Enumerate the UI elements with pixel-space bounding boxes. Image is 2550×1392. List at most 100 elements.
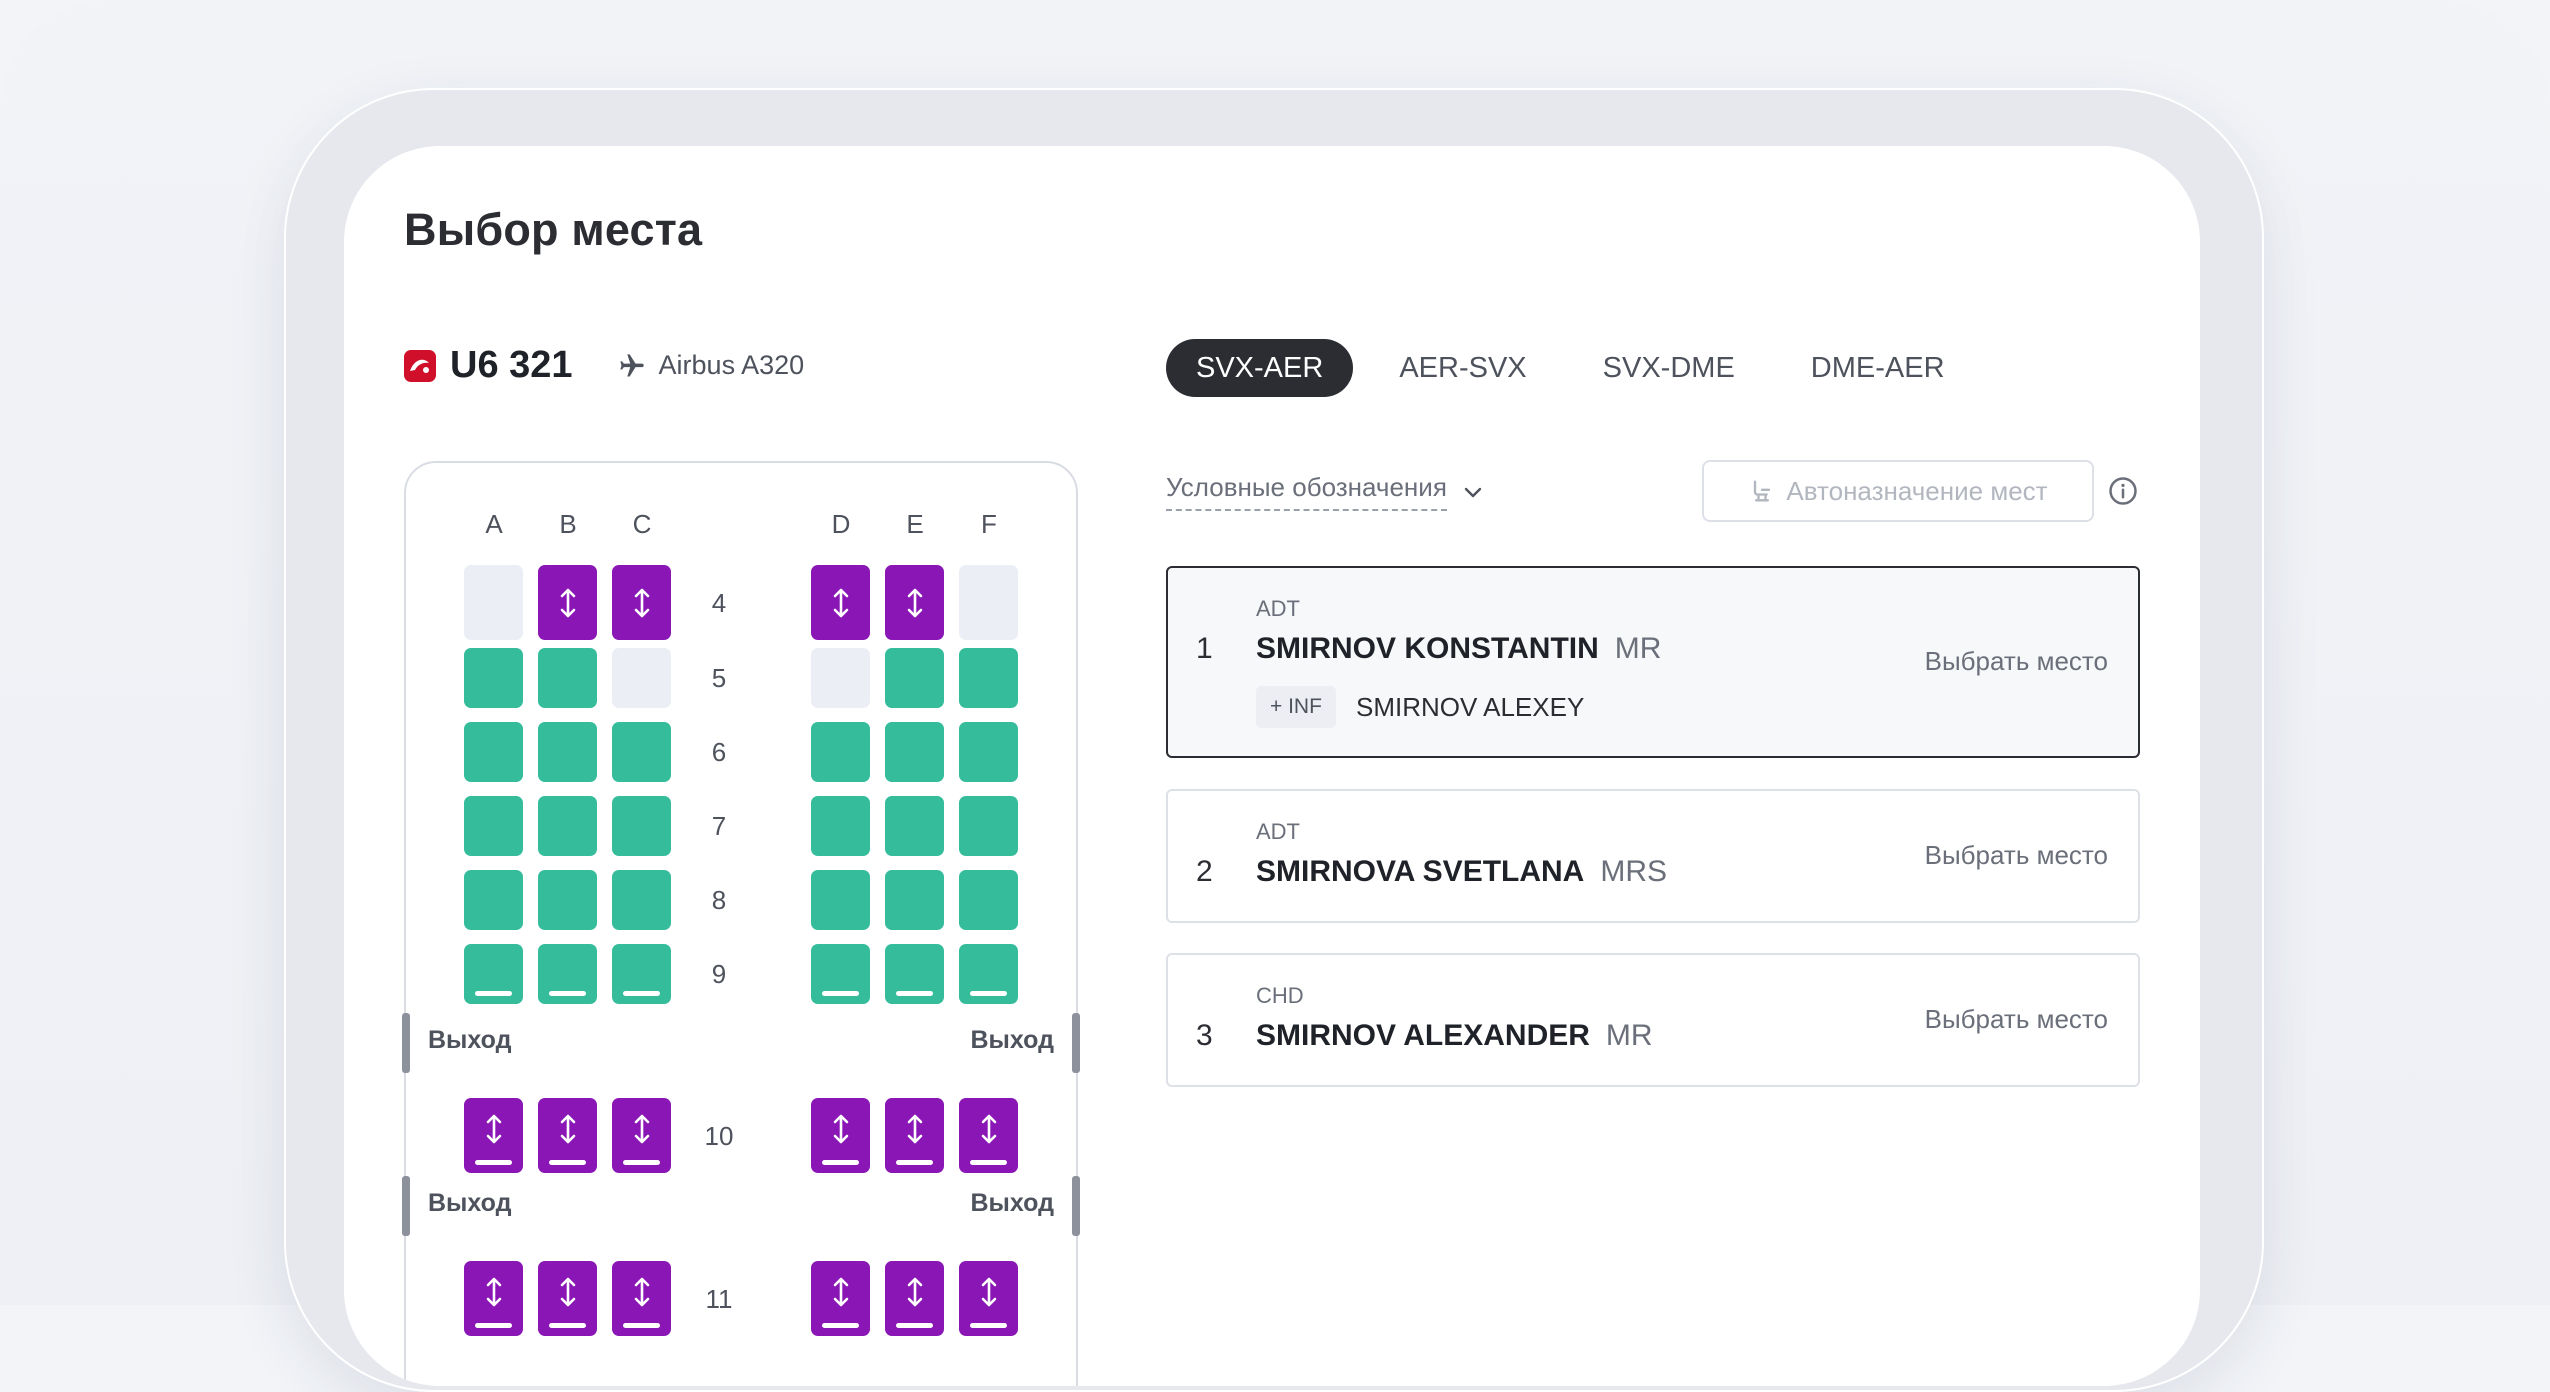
seat-8f[interactable] xyxy=(959,870,1018,930)
seat-10a[interactable] xyxy=(464,1098,523,1173)
seat-4b[interactable] xyxy=(538,565,597,640)
exit-row-marker xyxy=(822,1323,859,1328)
seat-6e[interactable] xyxy=(885,722,944,782)
s7-airline-logo xyxy=(404,349,436,382)
seat-9d[interactable] xyxy=(811,944,870,1004)
seat-6a[interactable] xyxy=(464,722,523,782)
choose-seat-link[interactable]: Выбрать место xyxy=(1924,1004,2108,1034)
extra-legroom-icon xyxy=(833,1277,848,1306)
exit-marker-right xyxy=(1072,1176,1080,1236)
flight-number: U6 321 xyxy=(450,344,573,386)
exit-row-marker xyxy=(475,991,512,996)
seat-10f[interactable] xyxy=(959,1098,1018,1173)
passenger-name-text: SMIRNOV KONSTANTIN xyxy=(1256,632,1599,665)
route-tabs: SVX-AER AER-SVX SVX-DME DME-AER xyxy=(1166,339,1991,397)
seat-10c[interactable] xyxy=(612,1098,671,1173)
row-number: 8 xyxy=(711,885,727,915)
seat-10e[interactable] xyxy=(885,1098,944,1173)
exit-row-marker xyxy=(822,991,859,996)
seat-8c[interactable] xyxy=(612,870,671,930)
passenger-card[interactable]: 3 CHD SMIRNOV ALEXANDER MR Выбрать место xyxy=(1166,953,2140,1087)
seat-selection-screen: Выбор места U6 321 Airbus A320 SVX-AER A… xyxy=(344,146,2200,1386)
seat-6d[interactable] xyxy=(811,722,870,782)
legend-toggle[interactable]: Условные обозначения xyxy=(1166,472,1485,511)
seat-7e[interactable] xyxy=(885,796,944,856)
seat-11c[interactable] xyxy=(612,1261,671,1336)
seat-7a[interactable] xyxy=(464,796,523,856)
exit-row-marker xyxy=(549,991,586,996)
seat-8d[interactable] xyxy=(811,870,870,930)
column-letter-e: E xyxy=(906,509,924,539)
tab-dme-aer[interactable]: DME-AER xyxy=(1810,351,1945,384)
seat-10b[interactable] xyxy=(538,1098,597,1173)
seat-4c[interactable] xyxy=(612,565,671,640)
info-icon[interactable] xyxy=(2108,476,2138,506)
exit-row-marker xyxy=(549,1323,586,1328)
exit-row-marker xyxy=(623,991,660,996)
seat-9e[interactable] xyxy=(885,944,944,1004)
auto-assign-button[interactable]: Автоназначение мест xyxy=(1702,460,2094,522)
seat-7c[interactable] xyxy=(612,796,671,856)
page-title: Выбор места xyxy=(404,204,703,255)
column-letter-c: C xyxy=(632,509,652,539)
seat-4f xyxy=(959,565,1018,640)
passenger-card[interactable]: 2 ADT SMIRNOVA SVETLANA MRS Выбрать место xyxy=(1166,789,2140,923)
extra-legroom-icon xyxy=(486,1277,501,1306)
plane-icon xyxy=(617,351,647,381)
passenger-title: MR xyxy=(1605,1019,1653,1052)
seat-11b[interactable] xyxy=(538,1261,597,1336)
seat-9b[interactable] xyxy=(538,944,597,1004)
extra-legroom-icon xyxy=(907,1114,922,1143)
auto-assign-label: Автоназначение мест xyxy=(1786,475,2048,506)
column-letter-b: B xyxy=(559,509,577,539)
seat-6b[interactable] xyxy=(538,722,597,782)
legend-label: Условные обозначения xyxy=(1166,472,1447,511)
seat-11a[interactable] xyxy=(464,1261,523,1336)
row-number: 6 xyxy=(711,737,727,767)
tab-svx-aer[interactable]: SVX-AER xyxy=(1166,339,1354,397)
extra-legroom-icon xyxy=(560,588,575,617)
seat-9a[interactable] xyxy=(464,944,523,1004)
choose-seat-link[interactable]: Выбрать место xyxy=(1924,840,2108,870)
seat-5e[interactable] xyxy=(885,648,944,708)
passenger-title: MRS xyxy=(1600,855,1668,888)
seat-4e[interactable] xyxy=(885,565,944,640)
seat-11d[interactable] xyxy=(811,1261,870,1336)
exit-row-marker xyxy=(623,1323,660,1328)
extra-legroom-icon xyxy=(833,1114,848,1143)
infant-badge: + INF xyxy=(1256,686,1336,728)
seat-9f[interactable] xyxy=(959,944,1018,1004)
seat-4a xyxy=(464,565,523,640)
exit-row-marker xyxy=(896,1323,933,1328)
seat-5f[interactable] xyxy=(959,648,1018,708)
seat-7d[interactable] xyxy=(811,796,870,856)
seat-9c[interactable] xyxy=(612,944,671,1004)
tab-aer-svx[interactable]: AER-SVX xyxy=(1399,351,1527,384)
seat-6f[interactable] xyxy=(959,722,1018,782)
row-number: 11 xyxy=(705,1283,733,1314)
seat-8e[interactable] xyxy=(885,870,944,930)
exit-row-marker xyxy=(896,991,933,996)
exit-row-marker xyxy=(549,1160,586,1165)
seat-7b[interactable] xyxy=(538,796,597,856)
passenger-name: SMIRNOV KONSTANTIN MR xyxy=(1256,632,1661,666)
exit-row-marker xyxy=(970,1160,1007,1165)
seat-10d[interactable] xyxy=(811,1098,870,1173)
tab-svx-dme[interactable]: SVX-DME xyxy=(1602,351,1735,384)
column-letter-f: F xyxy=(981,509,997,539)
seat-11f[interactable] xyxy=(959,1261,1018,1336)
seat-7f[interactable] xyxy=(959,796,1018,856)
seat-6c[interactable] xyxy=(612,722,671,782)
aircraft-type: Airbus A320 xyxy=(658,350,805,380)
seat-5b[interactable] xyxy=(538,648,597,708)
seat-8b[interactable] xyxy=(538,870,597,930)
extra-legroom-icon xyxy=(833,588,848,617)
choose-seat-link[interactable]: Выбрать место xyxy=(1924,646,2108,676)
seat-8a[interactable] xyxy=(464,870,523,930)
seat-5d xyxy=(811,648,870,708)
passenger-name: SMIRNOVA SVETLANA MRS xyxy=(1256,855,1667,889)
seat-5a[interactable] xyxy=(464,648,523,708)
passenger-card[interactable]: 1 ADT SMIRNOV KONSTANTIN MR + INF SMIRNOV… xyxy=(1166,566,2140,758)
seat-11e[interactable] xyxy=(885,1261,944,1336)
seat-4d[interactable] xyxy=(811,565,870,640)
